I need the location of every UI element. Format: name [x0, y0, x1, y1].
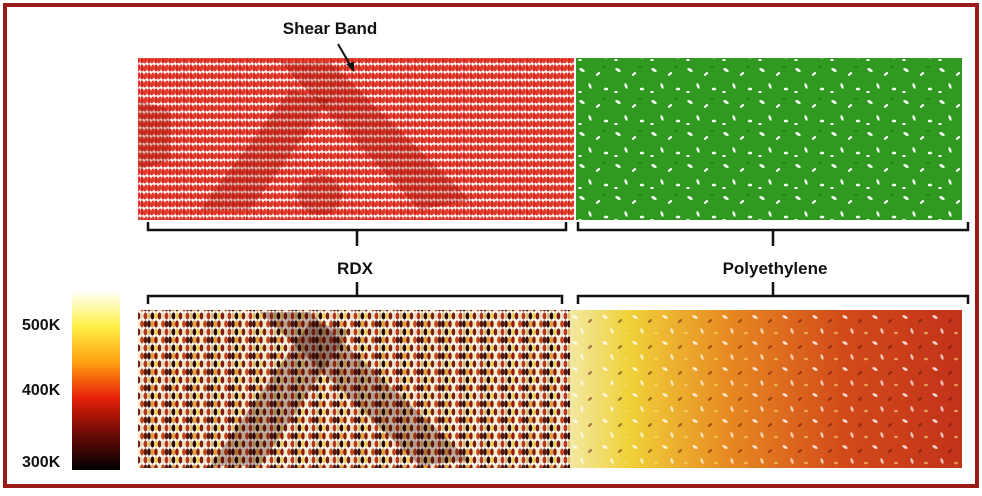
- brackets: [148, 222, 968, 304]
- bracket: [148, 222, 566, 246]
- bracket: [148, 282, 562, 304]
- shear-band: [298, 175, 342, 215]
- shear-band: [138, 100, 170, 170]
- colorbar-label: 300K: [22, 454, 61, 471]
- bracket: [578, 222, 968, 246]
- colorbar-label: 400K: [22, 382, 61, 399]
- page: {"annotation": "Shear Band", "labels": {…: [0, 0, 982, 491]
- label-polyethylene: Polyethylene: [723, 259, 828, 278]
- figure: Shear Band RDX Polyethylene 500K 400K 30…: [0, 0, 982, 491]
- pe-texture: [570, 310, 962, 468]
- colorbar-label: 500K: [22, 317, 61, 334]
- bracket: [578, 282, 968, 304]
- annotation: Shear Band: [283, 19, 377, 38]
- colorbar: [72, 290, 120, 470]
- pe-chains: [576, 58, 962, 220]
- label-rdx: RDX: [337, 259, 374, 278]
